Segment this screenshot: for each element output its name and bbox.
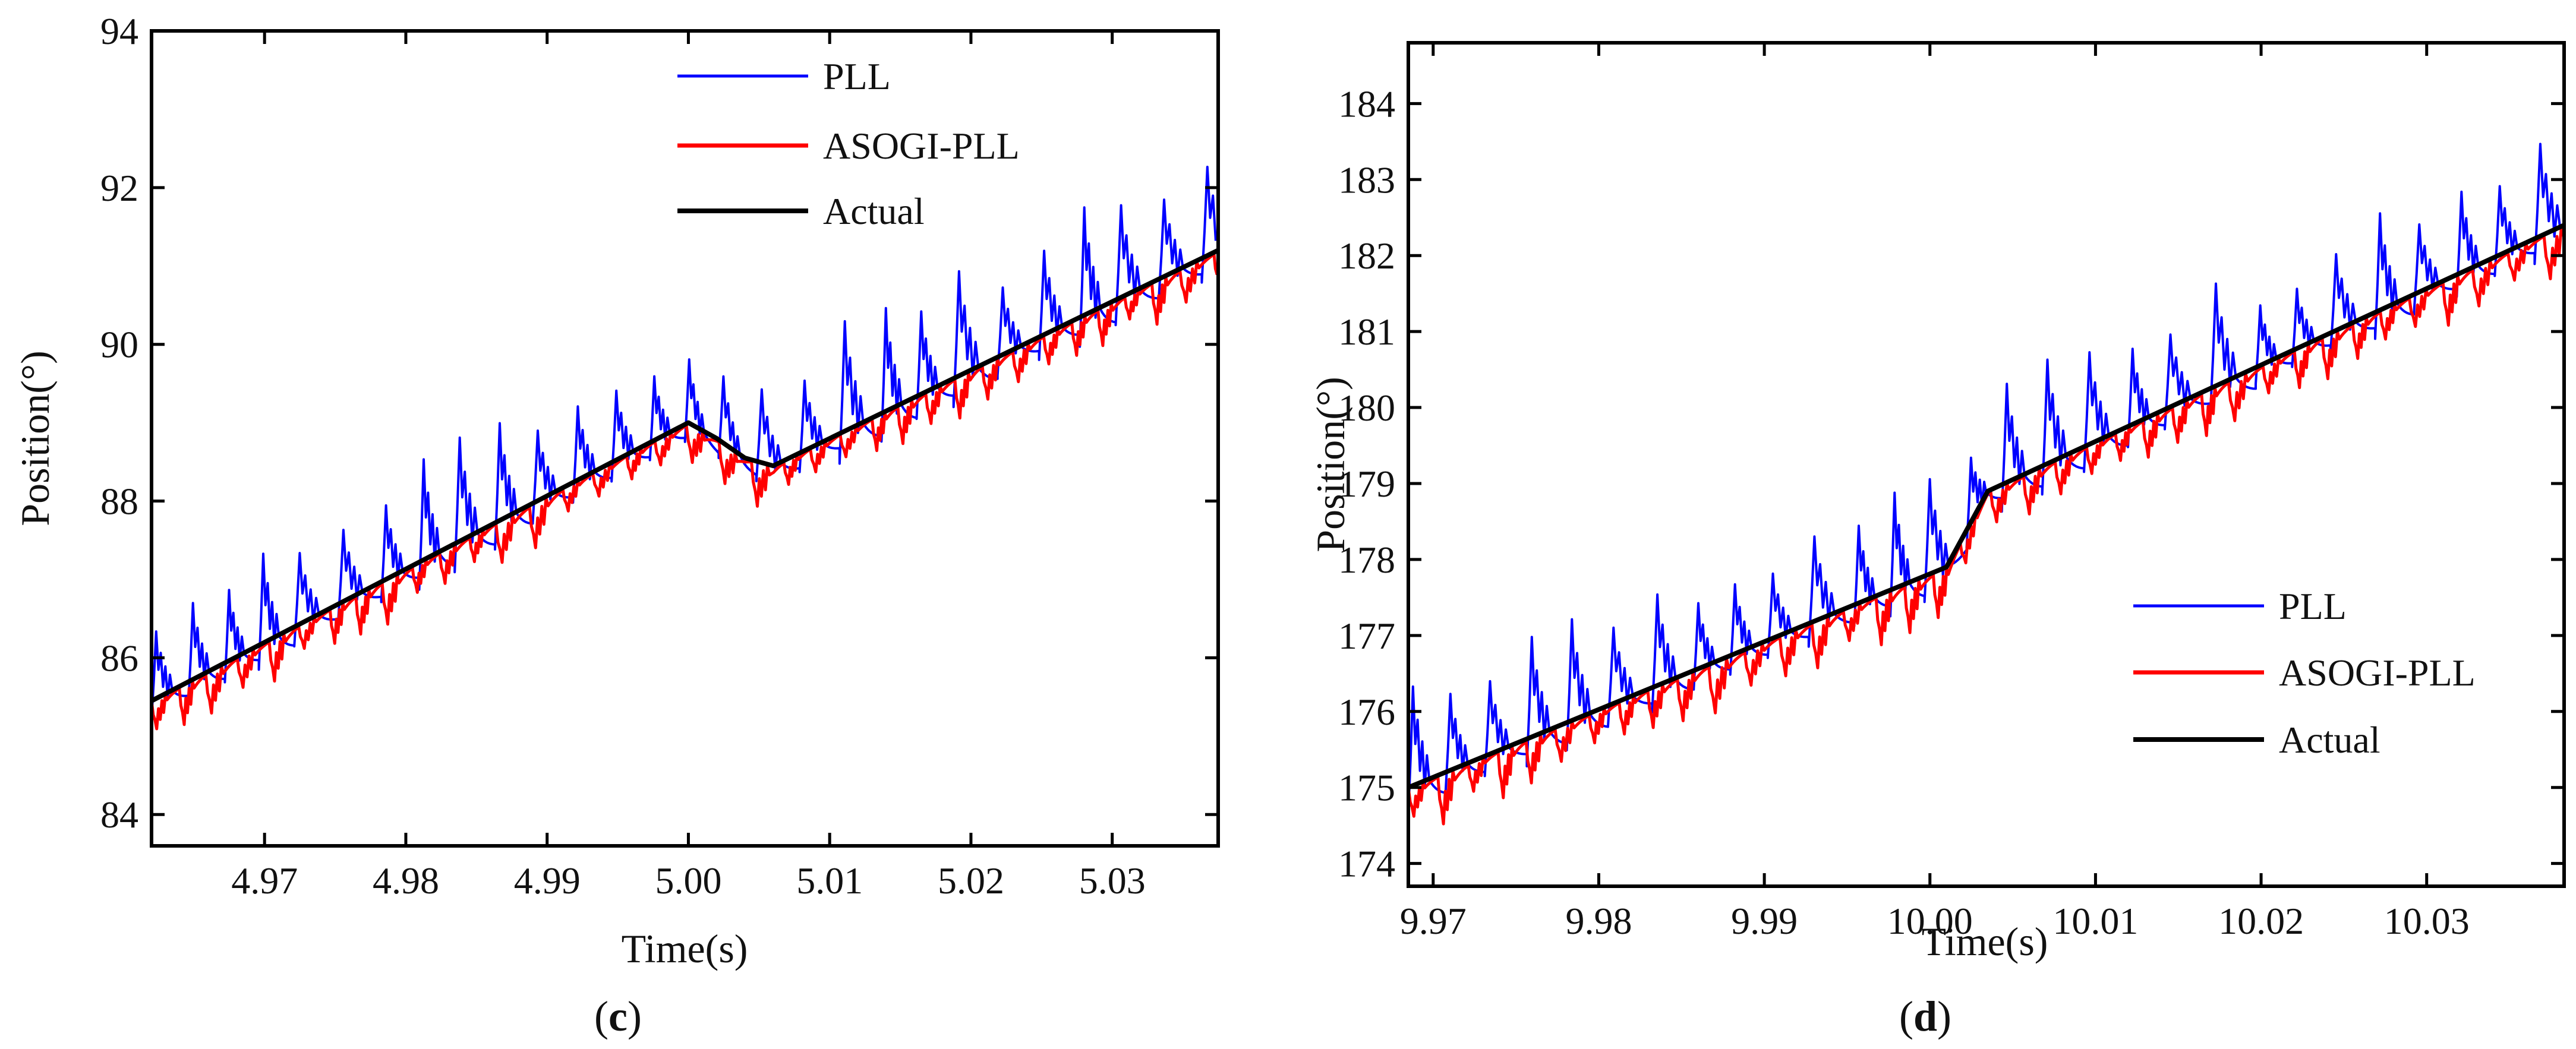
x-tick-label: 9.97 [1400,900,1467,942]
x-tick-label: 4.98 [373,860,439,902]
y-tick-label: 177 [1338,615,1395,657]
series-line-actual [1408,223,2564,790]
y-tick-label: 183 [1338,159,1395,201]
legend-label-pll: PLL [2279,585,2347,627]
x-tick-label: 5.02 [938,860,1004,902]
axis-ticks: 4.97 4.98 4.99 5.00 5.01 5.02 5.03 84 86 88 90 92 94 [100,10,1218,902]
chart-panel-d: 9.97 9.98 9.99 10.00 10.01 10.02 10.03 174 175 17… [1308,41,2566,1040]
series-line-pll [152,166,1217,719]
panel-caption-c: (c) [594,993,642,1040]
y-tick-label: 180 [1338,387,1395,429]
y-axis-title: Position(°) [12,350,58,526]
x-tick-label: 10.01 [2052,900,2138,942]
panel-caption-d: (d) [1899,993,1951,1040]
x-tick-label: 5.00 [655,860,721,902]
y-tick-label: 90 [100,324,138,366]
y-tick-label: 184 [1338,83,1395,125]
x-tick-label: 10.03 [2384,900,2470,942]
x-tick-label: 10.02 [2218,900,2304,942]
y-tick-label: 92 [100,167,138,209]
legend-label-asogi-pll: ASOGI-PLL [823,125,1020,167]
y-tick-label: 94 [100,10,138,52]
legend-label-asogi-pll: ASOGI-PLL [2279,652,2476,694]
x-tick-label: 4.97 [231,860,298,902]
y-tick-label: 175 [1338,767,1395,809]
y-tick-label: 84 [100,794,138,836]
legend: PLL ASOGI-PLL Actual [677,55,1020,232]
y-tick-label: 179 [1338,463,1395,505]
y-tick-label: 182 [1338,235,1395,277]
y-axis-title: Position(°) [1308,377,1353,552]
legend: PLL ASOGI-PLL Actual [2133,585,2476,761]
series-line-asogi-pll [1408,226,2564,826]
series-line-pll [1408,143,2564,815]
y-tick-label: 174 [1338,843,1395,885]
series-layer [1408,143,2564,826]
series-line-actual [152,248,1218,703]
series-layer [152,166,1218,731]
plot-frame [1407,41,2566,888]
y-tick-label: 181 [1338,311,1395,353]
series-line-asogi-pll [152,251,1218,731]
x-tick-label: 9.99 [1731,900,1798,942]
y-tick-label: 86 [100,637,138,679]
x-axis-title: Time(s) [1922,919,2048,964]
y-tick-label: 178 [1338,539,1395,581]
legend-label-actual: Actual [823,190,925,232]
axis-ticks: 9.97 9.98 9.99 10.00 10.01 10.02 10.03 174 175 17… [1338,43,2564,942]
legend-label-pll: PLL [823,55,891,97]
x-axis-title: Time(s) [622,926,748,971]
y-tick-label: 88 [100,481,138,523]
x-tick-label: 9.98 [1565,900,1632,942]
x-tick-label: 5.03 [1079,860,1146,902]
x-tick-label: 10.00 [1887,900,1973,942]
x-tick-label: 5.01 [796,860,863,902]
x-tick-label: 4.99 [514,860,581,902]
legend-label-actual: Actual [2279,719,2380,761]
y-tick-label: 176 [1338,691,1395,733]
chart-panel-c: 4.97 4.98 4.99 5.00 5.01 5.02 5.03 84 86 88 90 92 94… [12,10,1220,1040]
plot-frame [150,29,1220,848]
